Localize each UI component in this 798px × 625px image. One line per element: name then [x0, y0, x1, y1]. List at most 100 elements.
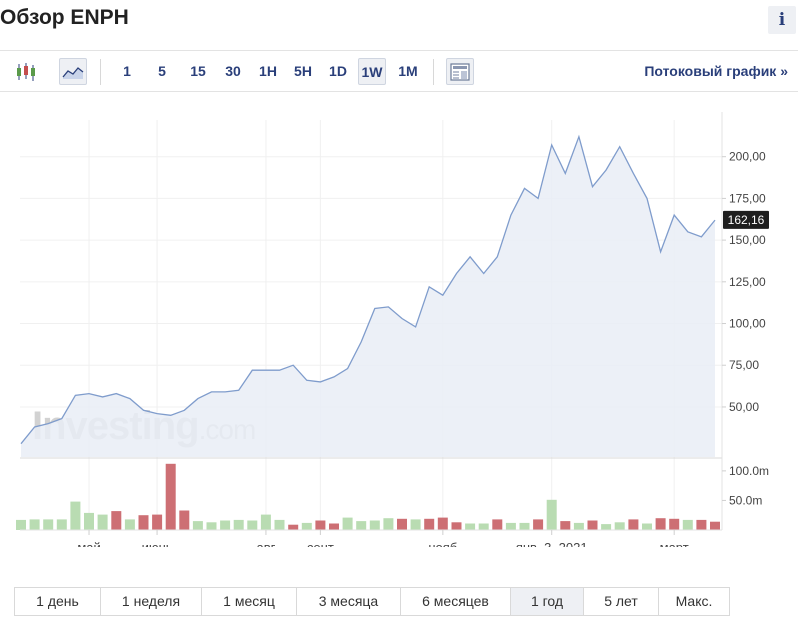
volume-bar	[655, 518, 666, 530]
volume-bar	[369, 520, 380, 530]
volume-bar	[56, 519, 67, 530]
x-tick-label: нояб	[428, 540, 457, 547]
price-area	[21, 136, 715, 457]
range-button[interactable]: 6 месяцев	[401, 588, 511, 615]
price-tick-label: 125,00	[729, 275, 766, 289]
price-chart[interactable]: Investing.com200,00175,00150,00125,00100…	[0, 92, 798, 547]
volume-bar	[573, 522, 584, 530]
volume-bar	[274, 519, 285, 530]
volume-bar	[192, 521, 203, 530]
volume-bar	[682, 519, 693, 530]
interval-1m[interactable]: 1M	[398, 63, 418, 79]
volume-bar	[165, 463, 176, 530]
area-chart-icon[interactable]	[59, 58, 87, 85]
price-tick-label: 100,00	[729, 317, 766, 331]
volume-bar	[43, 519, 54, 530]
volume-bar	[628, 519, 639, 530]
interval-30[interactable]: 30	[225, 63, 241, 79]
volume-bar	[315, 520, 326, 530]
volume-bar	[247, 520, 258, 530]
x-tick-label: июнь	[142, 540, 173, 547]
volume-bar	[410, 519, 421, 530]
x-tick-label: май	[77, 540, 100, 547]
x-tick-label: март	[660, 540, 689, 547]
interval-15[interactable]: 15	[190, 63, 206, 79]
volume-bar	[152, 514, 163, 530]
volume-bar	[505, 522, 516, 530]
volume-bar	[329, 523, 339, 530]
volume-bar	[260, 514, 271, 530]
range-button[interactable]: 1 месяц	[202, 588, 297, 615]
price-tick-label: 150,00	[729, 233, 766, 247]
volume-bar	[587, 520, 598, 530]
range-button[interactable]: 3 месяца	[297, 588, 401, 615]
volume-bar	[710, 521, 720, 530]
interval-5h[interactable]: 5H	[294, 63, 312, 79]
volume-bar	[16, 519, 26, 530]
volume-bar	[233, 519, 244, 530]
volume-bar	[288, 524, 299, 530]
range-button[interactable]: 1 день	[15, 588, 101, 615]
volume-bar	[111, 511, 122, 530]
price-tick-label: 75,00	[729, 358, 759, 372]
interval-5[interactable]: 5	[158, 63, 166, 79]
volume-bar	[70, 501, 81, 530]
range-button[interactable]: 5 лет	[584, 588, 659, 615]
chart-toolbar: 1 5 15 30 1H 5H 1D 1W 1M Потоковый график »	[0, 50, 798, 92]
x-tick-label: авг	[256, 540, 275, 547]
interval-1[interactable]: 1	[123, 63, 131, 79]
price-tick-label: 200,00	[729, 150, 766, 164]
volume-bar	[124, 519, 135, 530]
volume-bar	[614, 522, 625, 530]
volume-bar	[220, 520, 231, 530]
volume-bar	[84, 512, 94, 530]
volume-bar	[437, 517, 448, 530]
last-price-label: 162,16	[728, 213, 765, 227]
price-line	[20, 134, 716, 445]
volume-bar	[356, 521, 367, 530]
candlestick-icon[interactable]	[12, 58, 40, 85]
volume-bar	[301, 522, 312, 530]
x-tick-label: сент	[307, 540, 334, 547]
time-range-selector: 1 день 1 неделя 1 месяц 3 месяца 6 месяцев 1 …	[14, 587, 730, 616]
range-button[interactable]: 1 неделя	[101, 588, 202, 615]
price-tick-label: 175,00	[729, 191, 766, 205]
last-price-tag	[723, 210, 769, 229]
streaming-chart-link[interactable]: Потоковый график »	[644, 63, 788, 79]
toolbar-divider	[100, 59, 101, 85]
volume-bar	[342, 517, 353, 530]
volume-bar	[533, 519, 544, 530]
toolbar-divider	[433, 59, 434, 85]
volume-bar	[492, 519, 503, 530]
volume-bar	[397, 518, 407, 530]
page-title: Обзор ENPH	[0, 6, 129, 29]
volume-bar	[519, 522, 530, 530]
volume-tick-label: 100.0m	[729, 464, 769, 478]
volume-bar	[179, 510, 190, 530]
volume-bar	[465, 523, 476, 530]
volume-tick-label: 50.0m	[729, 493, 762, 507]
volume-bar	[642, 523, 652, 530]
volume-bar	[669, 518, 680, 530]
volume-bar	[206, 522, 217, 530]
volume-bar	[546, 499, 557, 530]
volume-bar	[601, 524, 612, 530]
newspaper-icon[interactable]	[446, 58, 474, 85]
volume-bar	[383, 518, 394, 530]
price-tick-label: 50,00	[729, 400, 759, 414]
volume-bar	[696, 519, 707, 530]
x-tick-label: янв. 3, 2021	[516, 540, 588, 547]
range-button[interactable]: 1 год	[511, 588, 584, 615]
volume-bar	[138, 515, 149, 530]
volume-bar	[29, 519, 40, 530]
interval-1w[interactable]: 1W	[358, 58, 386, 85]
volume-bar	[424, 518, 435, 530]
volume-bar	[451, 522, 462, 530]
volume-bar	[560, 521, 571, 530]
volume-bar	[478, 523, 489, 530]
info-button[interactable]: i	[768, 6, 796, 34]
range-button[interactable]: Макс.	[675, 593, 713, 609]
interval-1d[interactable]: 1D	[329, 63, 347, 79]
volume-bar	[97, 514, 108, 530]
interval-1h[interactable]: 1H	[259, 63, 277, 79]
